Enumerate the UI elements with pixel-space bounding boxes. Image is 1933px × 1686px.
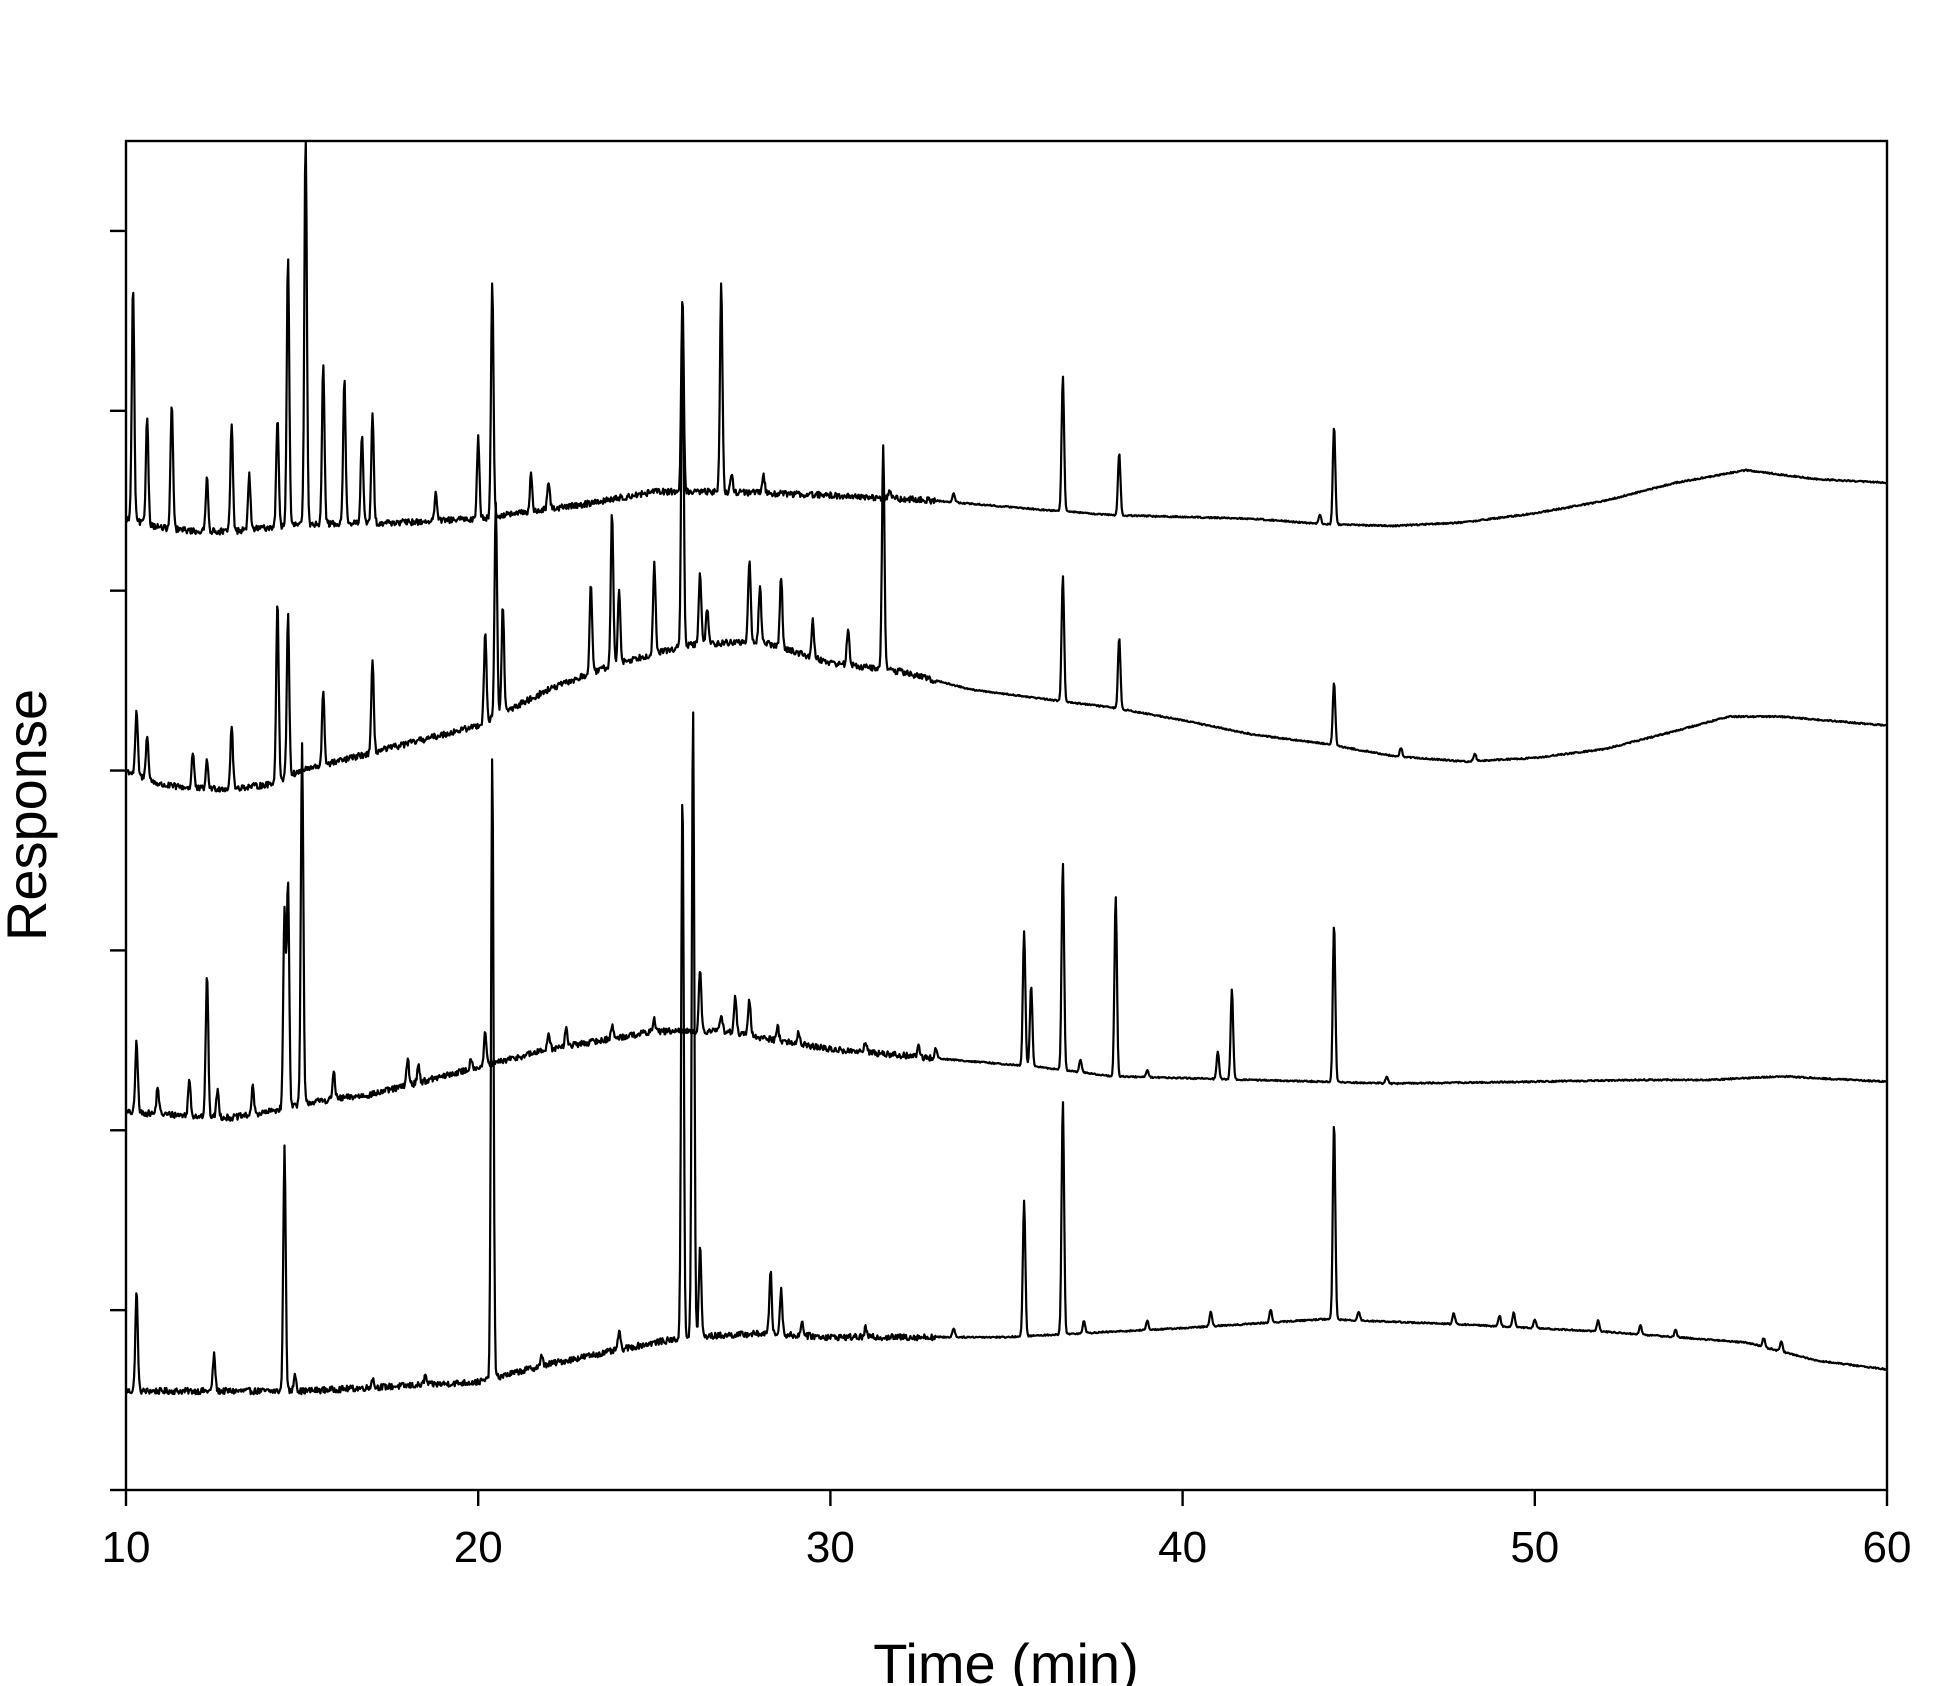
x-tick-label: 40 <box>1158 1523 1207 1572</box>
plot-border <box>124 139 1889 1492</box>
x-tick-label: 50 <box>1510 1523 1559 1572</box>
x-tick-label: 20 <box>454 1523 503 1572</box>
chromatogram-trace-2 <box>124 742 1888 1122</box>
x-tick-label: 30 <box>806 1523 855 1572</box>
x-tick-label: 60 <box>1863 1523 1912 1572</box>
chromatogram-trace-3 <box>125 345 1888 793</box>
y-axis-ticks <box>110 229 126 1492</box>
y-axis-title: Response <box>0 689 58 941</box>
x-axis-title: Time (min) <box>873 1632 1138 1686</box>
plot-frame <box>124 139 1889 1492</box>
x-axis-ticks: 10 20 30 40 50 60 <box>102 1490 1912 1572</box>
chromatogram-trace-4 <box>124 139 1888 536</box>
chromatogram-trace-1 <box>124 711 1888 1396</box>
x-tick-label: 10 <box>102 1523 151 1572</box>
chromatogram-traces <box>124 139 1888 1396</box>
